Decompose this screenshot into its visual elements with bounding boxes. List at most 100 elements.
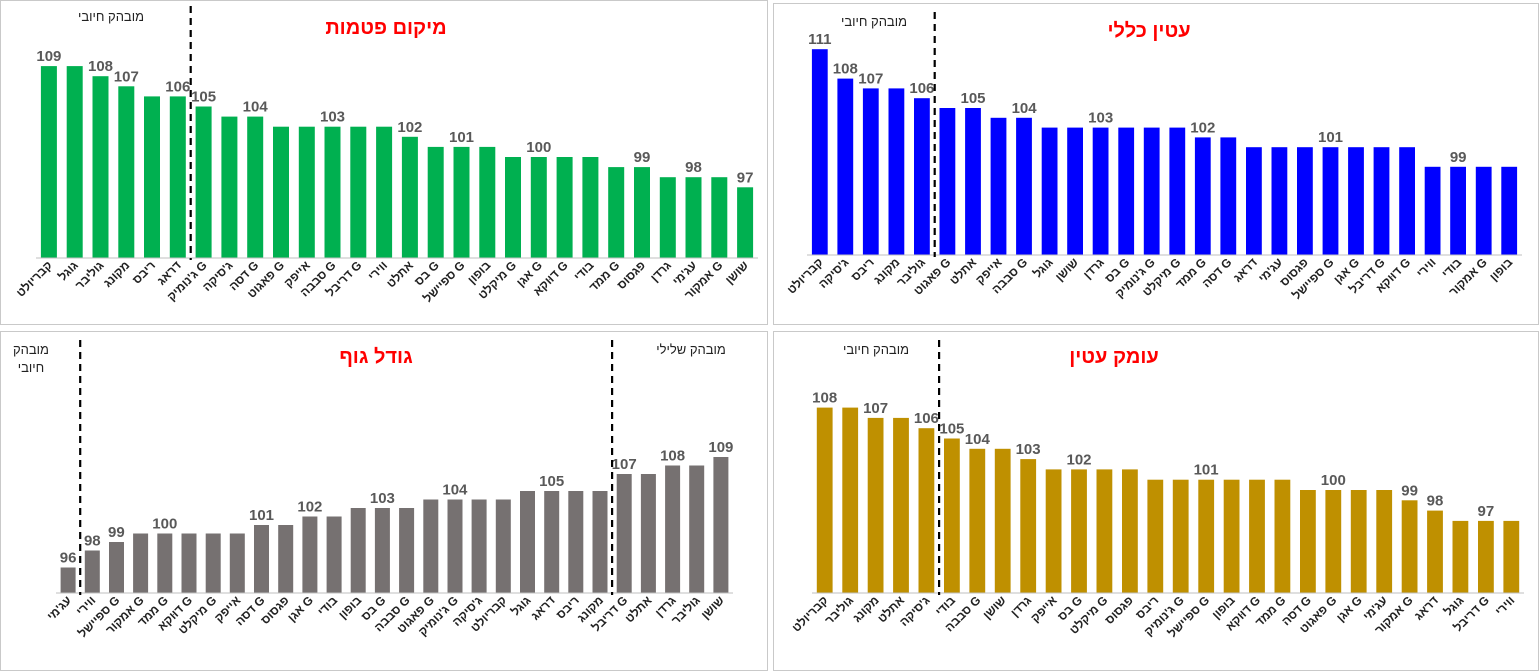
bar bbox=[273, 126, 289, 258]
bar bbox=[109, 542, 124, 593]
bar bbox=[1452, 520, 1469, 593]
bar bbox=[944, 438, 960, 593]
data-label: 104 bbox=[243, 99, 269, 116]
bar bbox=[1373, 147, 1390, 255]
tick-label: ריבס bbox=[130, 258, 159, 287]
data-label: 106 bbox=[914, 410, 939, 427]
bar bbox=[1376, 490, 1393, 593]
data-label: 103 bbox=[1016, 441, 1041, 458]
bar bbox=[659, 177, 676, 258]
bar bbox=[479, 146, 496, 258]
bar bbox=[530, 157, 547, 258]
data-label: 102 bbox=[397, 119, 422, 136]
data-label: 97 bbox=[737, 169, 754, 186]
bar bbox=[685, 177, 702, 258]
data-label: 101 bbox=[1194, 462, 1219, 479]
tick-label: בופון bbox=[1487, 255, 1516, 284]
bar bbox=[1325, 490, 1342, 593]
tick-label: ווירי bbox=[1492, 593, 1517, 618]
bar bbox=[1096, 469, 1113, 593]
data-label: 103 bbox=[1088, 110, 1113, 127]
data-label: 105 bbox=[960, 90, 985, 107]
bar bbox=[1401, 500, 1418, 593]
bar bbox=[1045, 469, 1062, 593]
tick-label: דראג bbox=[1412, 593, 1442, 623]
bar bbox=[195, 106, 212, 258]
bar bbox=[374, 508, 390, 593]
data-label: 105 bbox=[939, 421, 964, 438]
data-label: 98 bbox=[685, 159, 702, 176]
bar bbox=[1249, 479, 1265, 593]
bar bbox=[84, 550, 100, 593]
tick-label: גוליבר bbox=[822, 593, 856, 627]
bar bbox=[1503, 520, 1520, 593]
bar bbox=[298, 126, 315, 258]
data-label: 99 bbox=[1450, 149, 1467, 166]
data-label: 107 bbox=[114, 68, 139, 85]
bar bbox=[1427, 510, 1443, 593]
bar bbox=[1172, 479, 1189, 593]
annotation-label: מובהק שלילי bbox=[656, 342, 726, 357]
bar bbox=[665, 465, 681, 593]
bar bbox=[1274, 479, 1291, 593]
data-label: 108 bbox=[660, 448, 685, 465]
bar bbox=[918, 428, 935, 593]
data-label: 107 bbox=[612, 456, 637, 473]
bar bbox=[1424, 166, 1441, 255]
bar bbox=[711, 177, 728, 258]
bar bbox=[811, 49, 828, 256]
bar bbox=[544, 491, 560, 593]
data-label: 99 bbox=[634, 149, 651, 166]
bar bbox=[1223, 479, 1240, 593]
bar bbox=[969, 448, 986, 593]
bar bbox=[842, 407, 859, 593]
bar bbox=[994, 448, 1011, 593]
bar bbox=[1246, 147, 1262, 255]
tick-label: ווירי bbox=[1414, 255, 1439, 280]
tick-label: אגן G bbox=[285, 593, 316, 624]
data-label: 106 bbox=[909, 80, 934, 97]
data-label: 104 bbox=[965, 431, 991, 448]
bar bbox=[350, 508, 366, 593]
bar bbox=[326, 516, 342, 593]
data-label: 105 bbox=[191, 89, 216, 106]
panel-placement: מיקום פטמות מובהק חיובי 109 קבריולט גוגל 108 ג… bbox=[0, 0, 768, 325]
tick-label: אתלט bbox=[384, 258, 416, 290]
bar bbox=[205, 533, 221, 593]
bar bbox=[867, 417, 884, 593]
bar bbox=[634, 167, 650, 258]
bar bbox=[221, 116, 238, 258]
bar bbox=[60, 567, 76, 593]
bar bbox=[40, 66, 57, 258]
panel-general-staining: עטין כללי מובהק חיובי 111 קבריולט 108 ג'סיקה 1… bbox=[773, 3, 1539, 325]
bar bbox=[169, 96, 186, 259]
bar bbox=[1147, 479, 1164, 593]
bar bbox=[1016, 117, 1032, 255]
data-label: 106 bbox=[165, 78, 190, 95]
annotation-label: מובהק bbox=[13, 342, 49, 357]
data-label: 109 bbox=[708, 439, 733, 456]
tick-label: גוליבר bbox=[669, 593, 703, 627]
bar bbox=[423, 499, 439, 593]
tick-label: גרדן bbox=[648, 258, 675, 285]
tick-label: גוליבר bbox=[73, 258, 107, 292]
data-label: 98 bbox=[84, 533, 101, 550]
data-label: 101 bbox=[449, 129, 474, 146]
bar bbox=[247, 116, 264, 258]
bar bbox=[92, 76, 109, 258]
bar bbox=[1450, 166, 1466, 255]
bar bbox=[453, 146, 470, 258]
chart-title: עומק עטין bbox=[1069, 346, 1159, 368]
tick-label: דראג bbox=[528, 593, 558, 623]
bar bbox=[1300, 490, 1316, 593]
tick-label: מקונג bbox=[101, 258, 133, 290]
data-label: 111 bbox=[808, 31, 831, 48]
chart-title: מיקום פטמות bbox=[325, 17, 446, 39]
bar bbox=[254, 525, 269, 593]
bar bbox=[1220, 137, 1237, 255]
bar bbox=[837, 78, 854, 255]
bar bbox=[1041, 127, 1058, 255]
bar bbox=[1271, 147, 1288, 255]
